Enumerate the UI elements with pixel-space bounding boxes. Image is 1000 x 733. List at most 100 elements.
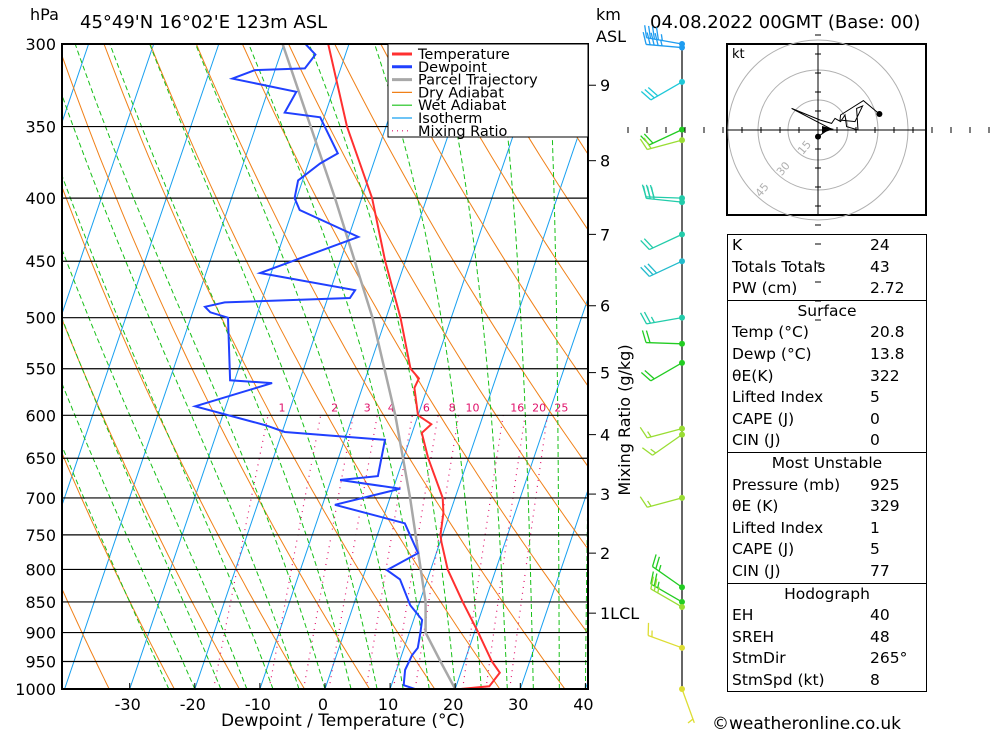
wind-barb-staff — [646, 197, 683, 203]
index-row: Pressure (mb) 925 — [728, 475, 926, 497]
wind-level-dot — [679, 340, 685, 347]
wind-barb-flag — [643, 137, 652, 149]
index-label: Temp (°C) — [732, 323, 809, 342]
index-label: Totals Totals — [732, 257, 826, 276]
wind-level-dot — [679, 258, 685, 265]
index-row: Lifted Index 1 — [728, 518, 926, 540]
wind-barb-staff — [652, 566, 683, 588]
pressure-tick-label: 800 — [25, 560, 56, 579]
x-axis-title: Dewpoint / Temperature (°C) — [221, 711, 465, 731]
wind-barb-staff — [647, 139, 683, 151]
pressure-tick-label: 750 — [25, 526, 56, 545]
wet-adiabat-line — [195, 44, 404, 689]
index-label: θE(K) — [732, 366, 774, 385]
isotherm-line — [0, 44, 24, 689]
index-row: StmSpd (kt) 8 — [728, 670, 926, 692]
wind-level-dot — [679, 359, 685, 366]
height-unit-label: km — [596, 5, 621, 24]
hodograph-trace — [791, 99, 880, 138]
wind-barb-flag — [643, 238, 654, 249]
wind-barb-flag — [650, 32, 655, 46]
temperature-tick-label: 10 — [378, 695, 398, 714]
index-value: 1 — [870, 518, 880, 537]
wind-barb-staff — [650, 362, 683, 382]
wind-barb-staff — [645, 341, 683, 345]
wind-barb-staff — [650, 588, 683, 608]
wind-barb-flag — [651, 26, 656, 40]
wind-barb-flag — [644, 89, 655, 99]
index-value: 925 — [870, 475, 900, 494]
index-label: θE (K) — [732, 497, 779, 516]
wind-level-dot — [679, 78, 685, 85]
pressure-tick-label: 600 — [25, 406, 56, 425]
wind-barb-flag — [644, 25, 648, 38]
index-row: EH 40 — [728, 605, 926, 627]
wet-adiabat-line — [497, 44, 534, 689]
index-label: StmSpd (kt) — [732, 670, 825, 689]
section-title: Most Unstable — [771, 453, 883, 472]
wind-barb-staff — [645, 196, 683, 199]
mixing-ratio-line — [303, 415, 354, 689]
wind-barb-flag — [655, 556, 661, 570]
index-label: K — [732, 236, 743, 254]
wind-barb-flag — [639, 312, 648, 325]
wind-barb-flag — [640, 91, 652, 101]
temperature-tick-label: 20 — [443, 695, 463, 714]
temperature-tick-label: 30 — [508, 695, 528, 714]
legend-label: Dry Adiabat — [418, 85, 504, 101]
mixing-ratio-label: 3 — [364, 401, 371, 414]
wind-barb-staff — [652, 434, 683, 456]
wind-level-dot — [679, 494, 685, 501]
pressure-unit-label: hPa — [30, 5, 59, 24]
wind-barb-half — [650, 316, 655, 323]
index-value: 24 — [870, 236, 890, 254]
height-tick-label: 7 — [600, 225, 610, 244]
wind-level-dot — [679, 44, 685, 51]
wind-barb-half — [659, 39, 663, 46]
mixing-ratio-line — [509, 415, 548, 689]
wet-adiabat-line — [584, 441, 588, 689]
legend-label: Dewpoint — [418, 60, 487, 76]
index-label: CIN (J) — [732, 561, 781, 580]
pressure-tick-label: 700 — [25, 489, 56, 508]
height-tick-label: 5 — [600, 364, 610, 383]
index-label: CAPE (J) — [732, 409, 795, 428]
isotherm-line — [62, 44, 155, 316]
section-title: Hodograph — [784, 584, 870, 603]
index-row: θE(K) 322 — [728, 366, 926, 388]
wind-barb-flag — [650, 186, 655, 200]
wind-level-dot — [679, 644, 685, 651]
dry-adiabat-line — [288, 44, 588, 550]
index-row: SREH 48 — [728, 627, 926, 649]
index-label: SREH — [732, 627, 775, 646]
isotherm-line — [454, 296, 588, 689]
temperature-tick-label: -10 — [245, 695, 271, 714]
wind-barb-half — [647, 431, 652, 438]
wind-barb-half — [687, 718, 694, 724]
wind-barb-flag — [650, 576, 654, 590]
isotherm-line — [194, 44, 415, 689]
index-row: Dewp (°C) 13.8 — [728, 344, 926, 366]
wind-barb-flag — [643, 311, 652, 324]
index-row: θE (K) 329 — [728, 496, 926, 518]
dry-adiabat-line — [62, 54, 371, 689]
index-value: 5 — [870, 540, 880, 559]
wind-level-dot — [679, 425, 685, 432]
general-indices: K 24 Totals Totals 43 PW (cm) 2.72 — [727, 234, 927, 301]
mixing-ratio-label: 25 — [554, 401, 568, 414]
index-label: Lifted Index — [732, 518, 824, 537]
index-value: 8 — [870, 670, 880, 689]
wind-level-dot — [679, 231, 685, 238]
index-value: 329 — [870, 497, 900, 516]
wind-barb-half — [657, 581, 660, 589]
wind-barb-flag — [653, 573, 658, 587]
plot-frame — [61, 43, 589, 690]
wind-barb-flag — [640, 266, 650, 277]
wind-barb-flag — [647, 25, 652, 39]
pressure-tick-label: 400 — [25, 189, 56, 208]
height-unit-label-asl: ASL — [596, 27, 626, 46]
wind-barb-flag — [643, 133, 654, 144]
wind-barb-flag — [646, 186, 651, 199]
height-tick-label: 9 — [600, 76, 610, 95]
